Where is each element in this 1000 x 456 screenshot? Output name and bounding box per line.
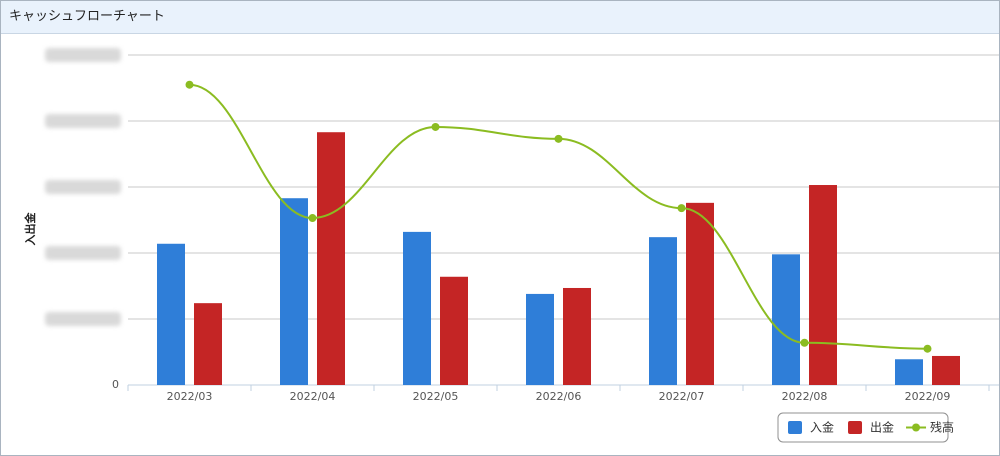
- legend-dot: [912, 423, 921, 432]
- bar: [932, 355, 960, 385]
- legend-label: 入金: [810, 420, 834, 435]
- x-tick-label: 2022/06: [536, 390, 582, 403]
- legend: 入金 出金 残高: [777, 412, 954, 443]
- line-point: [308, 214, 317, 223]
- blurred-tick-label: [45, 312, 121, 326]
- line-point: [677, 204, 686, 213]
- x-tick-label: 2022/09: [905, 390, 951, 403]
- x-tick-label: 2022/03: [167, 390, 213, 403]
- panel-title: キャッシュフローチャート: [1, 1, 999, 34]
- chart: 入出金 0 2022/03 2022/04 2022/05 2022/06 2022/07…: [23, 48, 999, 443]
- bar: [194, 303, 222, 385]
- bar: [280, 198, 308, 385]
- legend-label: 残高: [930, 420, 954, 435]
- line-point: [923, 344, 932, 353]
- line-point: [185, 80, 194, 89]
- blurred-tick-label: [45, 114, 121, 128]
- legend-swatch: [848, 421, 863, 434]
- x-tick-label: 2022/05: [413, 390, 459, 403]
- bar: [686, 202, 714, 385]
- blurred-tick-label: [45, 48, 121, 62]
- blurred-tick-label: [45, 180, 121, 194]
- legend-swatch: [788, 421, 802, 434]
- blurred-tick-label: [45, 246, 121, 260]
- line-point: [800, 338, 809, 347]
- x-tick-label: 2022/08: [782, 390, 828, 403]
- line-point: [554, 134, 563, 143]
- bar: [317, 132, 345, 385]
- x-tick-label: 2022/07: [659, 390, 705, 403]
- y-axis-title: 入出金: [23, 212, 37, 246]
- legend-box: [777, 412, 949, 443]
- x-tick-label: 2022/04: [290, 390, 336, 403]
- bar: [809, 185, 837, 385]
- bar: [895, 359, 923, 385]
- bar: [772, 254, 800, 385]
- bar: [403, 231, 431, 385]
- bar: [649, 237, 677, 385]
- bar: [157, 243, 185, 385]
- legend-label: 出金: [870, 420, 894, 435]
- bar: [526, 293, 554, 385]
- line-point: [431, 122, 440, 131]
- bar: [563, 287, 591, 385]
- bar: [440, 276, 468, 385]
- y-tick-label: 0: [112, 378, 119, 391]
